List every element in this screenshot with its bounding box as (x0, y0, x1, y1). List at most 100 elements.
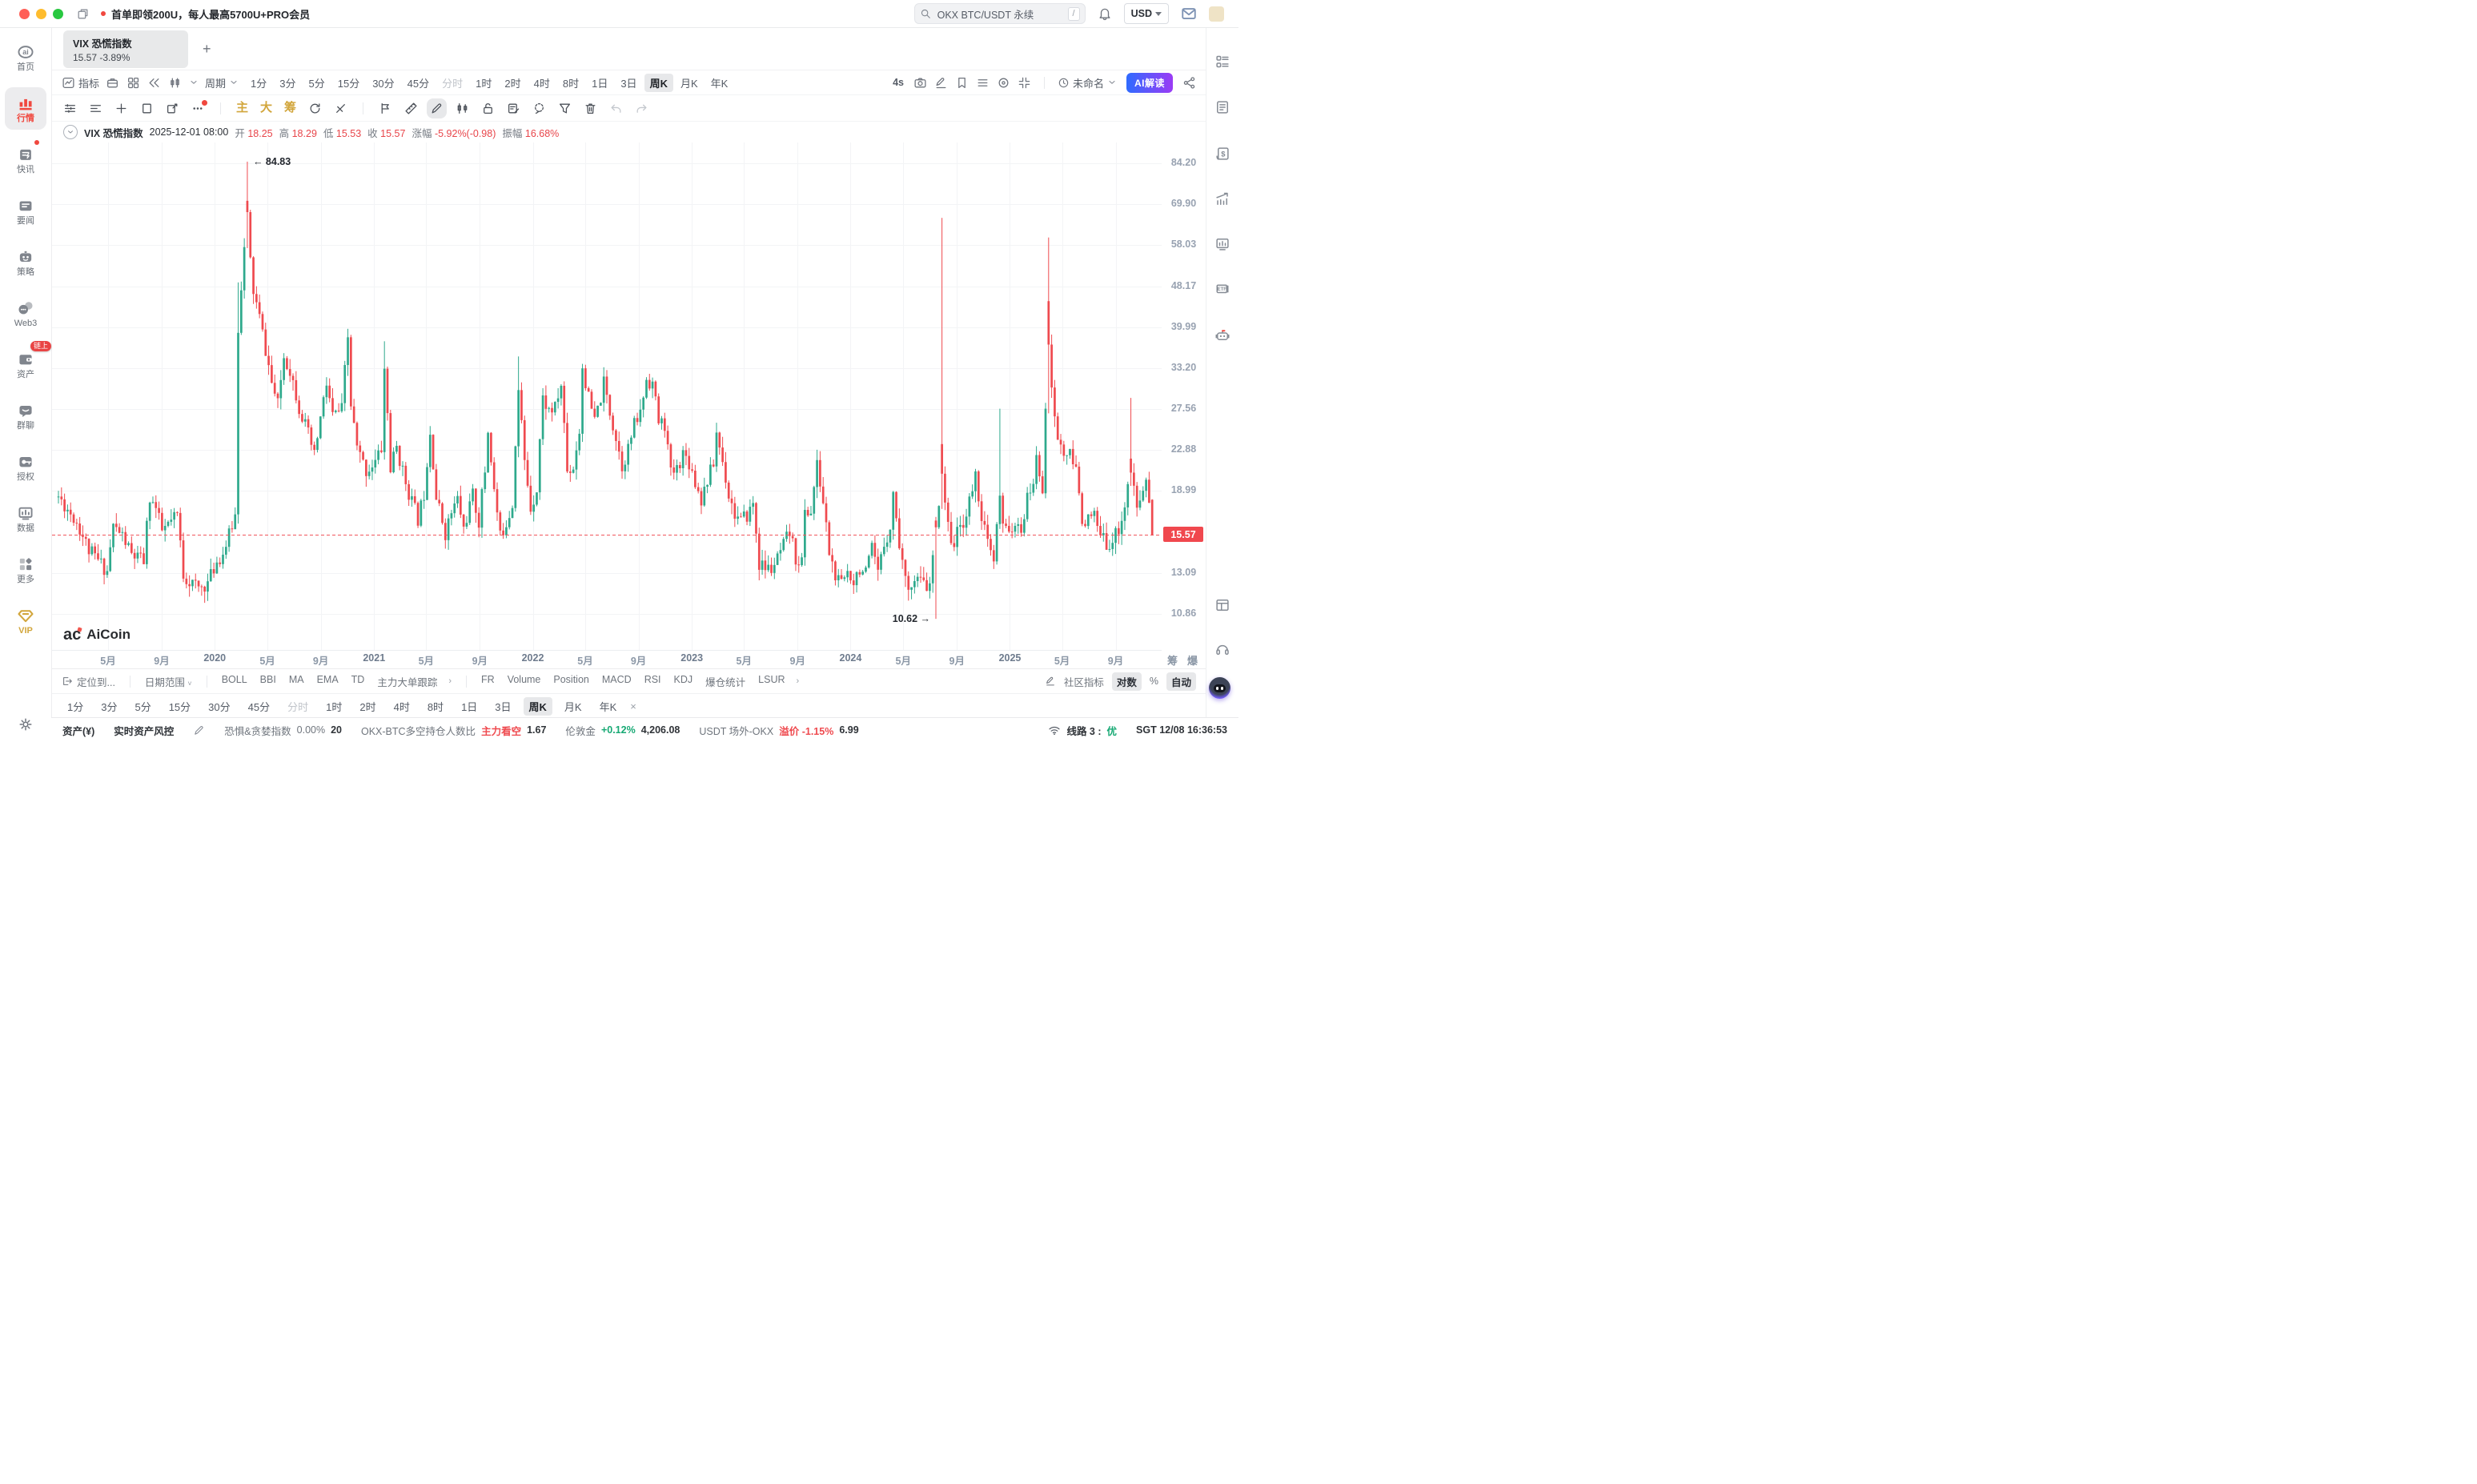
avatar[interactable] (1209, 6, 1224, 22)
bottom-period-周K[interactable]: 周K (523, 696, 552, 716)
draw-edit-icon[interactable] (166, 102, 179, 115)
finance-doc-icon[interactable]: $ (1214, 146, 1230, 162)
notifications-bell-icon[interactable] (1098, 6, 1112, 21)
period-3分[interactable]: 3分 (279, 77, 296, 90)
bottom-period-3分[interactable]: 3分 (101, 700, 118, 713)
speed-button[interactable]: 4s (893, 77, 904, 88)
sidebar-item-首页[interactable]: ai 首页 (5, 36, 46, 78)
tab-vix-index[interactable]: VIX 恐慌指数 15.57 -3.89% (63, 30, 188, 68)
search-box[interactable]: / (913, 3, 1086, 24)
flag-mark-icon[interactable] (379, 102, 392, 115)
bottom-period-1日[interactable]: 1日 (461, 700, 478, 713)
auto-scale-toggle[interactable]: 自动 (1166, 672, 1196, 691)
bottom-period-2时[interactable]: 2时 (359, 700, 376, 713)
long-short-ratio[interactable]: OKX-BTC多空持仓人数比 主力看空 1.67 (361, 724, 547, 737)
bottom-period-月K[interactable]: 月K (564, 700, 582, 713)
sidebar-item-要闻[interactable]: 要闻 (5, 190, 46, 232)
period-1分[interactable]: 1分 (251, 77, 267, 90)
mail-icon[interactable] (1181, 6, 1197, 22)
log-scale-toggle[interactable]: 对数 (1111, 672, 1142, 691)
pencil-icon[interactable] (430, 101, 444, 115)
promo-banner[interactable]: 首单即领200U，每人最高5700U+PRO会员 (101, 6, 310, 22)
sidebar-item-更多[interactable]: 更多 (5, 548, 46, 591)
lock-open-icon[interactable] (481, 102, 495, 115)
period-30分[interactable]: 30分 (372, 77, 395, 90)
refresh-k-icon[interactable] (308, 102, 322, 115)
ruler-icon[interactable] (404, 102, 418, 115)
london-gold[interactable]: 伦敦金 +0.12% 4,206.08 (565, 724, 680, 737)
news-doc-icon[interactable] (1214, 99, 1230, 115)
sub-indicator-RSI[interactable]: RSI (644, 673, 661, 685)
headset-icon[interactable] (1214, 641, 1230, 657)
period-周K[interactable]: 周K (644, 73, 673, 92)
layout-icon[interactable] (126, 76, 140, 90)
lasso-icon[interactable] (532, 102, 546, 115)
settings-gear-icon[interactable] (18, 716, 34, 732)
close-period-button[interactable]: × (630, 700, 636, 712)
funnel-icon[interactable] (558, 102, 572, 115)
sidebar-item-VIP[interactable]: VIP (5, 600, 46, 642)
layout-name-dropdown[interactable]: 未命名 (1058, 75, 1117, 90)
plus-icon[interactable] (114, 102, 128, 115)
note-edit-icon[interactable] (507, 102, 520, 115)
sidebar-item-数据[interactable]: 数据 (5, 497, 46, 539)
draw-tool-大[interactable]: 大 (260, 101, 273, 114)
period-5分[interactable]: 5分 (308, 77, 325, 90)
list-icon[interactable] (976, 76, 990, 90)
strike-icon[interactable] (334, 102, 347, 115)
period-8时[interactable]: 8时 (562, 77, 580, 90)
edit-community-icon[interactable] (1045, 676, 1056, 687)
period-3日[interactable]: 3日 (620, 77, 637, 90)
undo-icon[interactable] (609, 102, 623, 115)
candles-sm-icon[interactable] (456, 102, 469, 115)
ai-robot-icon[interactable] (1214, 327, 1230, 343)
bottom-period-15分[interactable]: 15分 (168, 700, 191, 713)
trash-icon[interactable] (584, 102, 597, 115)
ma-lines2-icon[interactable] (89, 102, 102, 115)
sub-indicator-MACD[interactable]: MACD (601, 673, 632, 685)
indicator-EMA[interactable]: EMA (316, 673, 339, 685)
period-月K[interactable]: 月K (680, 77, 698, 90)
risk-control-link[interactable]: 实时资产风控 (114, 725, 175, 737)
period-45分[interactable]: 45分 (407, 77, 430, 90)
target-icon[interactable] (997, 76, 1010, 90)
tag-icon[interactable] (955, 76, 969, 90)
more-sub-indicators-button[interactable]: › (796, 676, 800, 686)
percent-scale-toggle[interactable]: % (1149, 676, 1158, 687)
period-dropdown[interactable]: 周期 (205, 75, 239, 90)
sidebar-item-群聊[interactable]: 群聊 (5, 395, 46, 437)
sub-indicator-Volume[interactable]: Volume (507, 673, 541, 685)
indicator-MA[interactable]: MA (288, 673, 304, 685)
indicator-TD[interactable]: TD (351, 673, 365, 685)
currency-dropdown[interactable]: USD (1123, 3, 1169, 24)
briefcase-icon[interactable] (106, 76, 119, 90)
price-axis[interactable]: 15.57 84.20 69.90 58.03 48.17 39.99 33.20 27.5… (1162, 142, 1206, 651)
redo-icon[interactable] (635, 102, 648, 115)
indicator-主力大单跟踪[interactable]: 主力大单跟踪 (377, 676, 438, 688)
sidebar-item-授权[interactable]: 授权 (5, 446, 46, 488)
list-layout-icon[interactable] (1214, 54, 1230, 70)
collapse-chevron-icon[interactable] (63, 125, 78, 139)
ma-lines-icon[interactable] (63, 102, 77, 115)
sub-indicator-FR[interactable]: FR (481, 673, 495, 685)
axis-extra-爆[interactable]: 爆 (1186, 655, 1198, 667)
usdt-otc-premium[interactable]: USDT 场外-OKX 溢价 -1.15% 6.99 (699, 724, 859, 737)
sub-indicator-LSUR[interactable]: LSUR (758, 673, 785, 685)
trend-up-icon[interactable] (1214, 191, 1230, 207)
sub-indicator-爆仓统计[interactable]: 爆仓统计 (705, 676, 746, 688)
period-1日[interactable]: 1日 (592, 77, 608, 90)
ai-assistant-fab[interactable] (1209, 677, 1230, 699)
community-indicators-button[interactable]: 社区指标 (1063, 676, 1104, 688)
draw-tool-筹[interactable]: 筹 (284, 101, 297, 114)
axis-extra-labels[interactable]: 筹爆 (1167, 652, 1198, 668)
period-年K[interactable]: 年K (710, 77, 729, 90)
network-line-status[interactable]: 线路 3 : 优 (1048, 723, 1117, 738)
bottom-period-8时[interactable]: 8时 (427, 700, 444, 713)
sidebar-item-Web3[interactable]: Web3 (5, 292, 46, 335)
axis-extra-筹[interactable]: 筹 (1166, 655, 1178, 667)
bottom-period-5分[interactable]: 5分 (134, 700, 151, 713)
search-input[interactable] (935, 7, 1043, 20)
add-tab-button[interactable]: + (203, 41, 211, 57)
sub-indicator-KDJ[interactable]: KDJ (673, 673, 693, 685)
share-icon[interactable] (1182, 76, 1196, 90)
